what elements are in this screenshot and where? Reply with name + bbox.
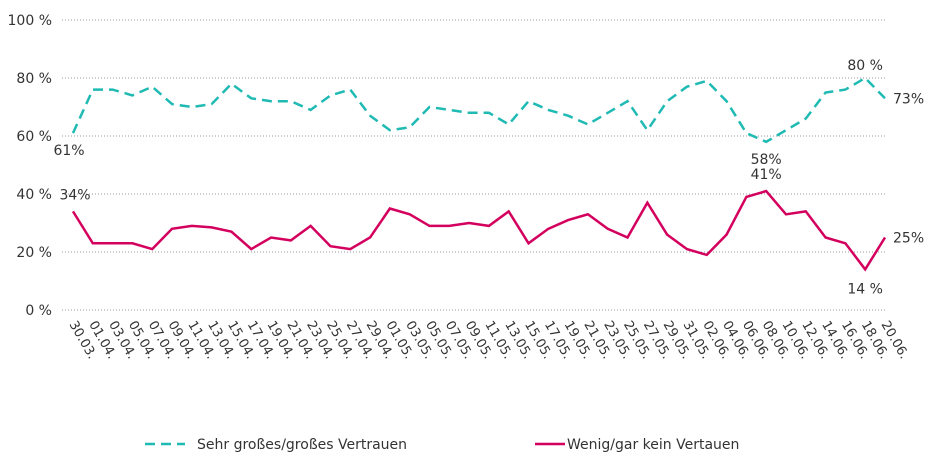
y-tick-label: 40 % xyxy=(16,187,52,203)
data-label: 25% xyxy=(893,231,924,247)
data-label: 73% xyxy=(893,91,924,107)
y-tick-label: 0 % xyxy=(25,303,52,319)
line xyxy=(71,76,886,144)
line xyxy=(71,189,887,272)
y-tick-label: 20 % xyxy=(16,245,52,261)
legend-label: Sehr großes/großes Vertrauen xyxy=(197,437,407,453)
data-label: 34% xyxy=(59,187,90,203)
data-label: 80 % xyxy=(847,58,883,74)
y-tick-label: 60 % xyxy=(16,129,52,145)
data-label: 61% xyxy=(53,143,84,159)
data-label: 14 % xyxy=(847,281,883,297)
y-tick-label: 100 % xyxy=(8,13,52,29)
data-label: 41% xyxy=(751,167,782,183)
legend-label: Wenig/gar kein Vertauen xyxy=(567,437,739,453)
data-label: 58% xyxy=(751,152,782,168)
y-tick-label: 80 % xyxy=(16,71,52,87)
